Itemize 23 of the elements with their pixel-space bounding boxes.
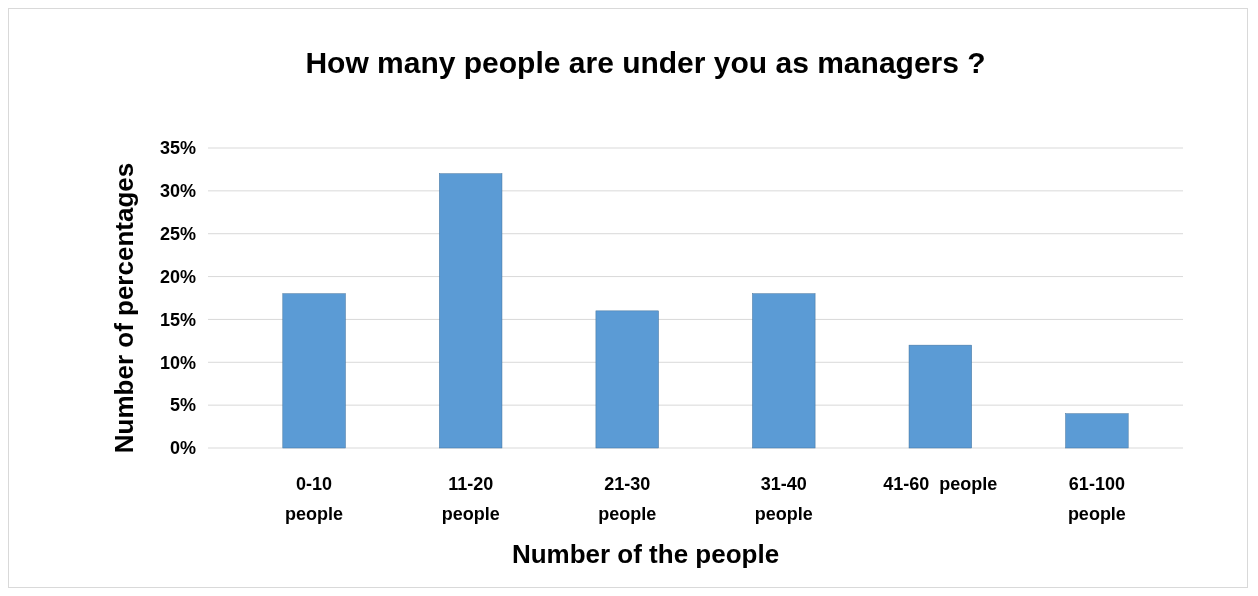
x-axis-title: Number of the people xyxy=(511,539,780,569)
bar xyxy=(282,293,346,449)
y-tick-label: 35% xyxy=(159,138,196,159)
bar xyxy=(595,310,659,449)
bar xyxy=(752,293,816,449)
x-tick-label: 11-20 people xyxy=(441,474,500,524)
y-tick-label: 0% xyxy=(169,438,196,459)
bar xyxy=(1065,413,1129,449)
x-tick-label: 31-40 people xyxy=(754,474,813,524)
y-tick-label: 30% xyxy=(159,181,196,202)
y-tick-label: 20% xyxy=(159,266,196,287)
x-tick-label: 0-10 people xyxy=(285,474,344,524)
bar xyxy=(908,344,972,449)
bar xyxy=(439,173,503,449)
y-tick-label: 10% xyxy=(159,352,196,373)
chart-title: How many people are under you as managers ? xyxy=(305,46,986,79)
y-tick-label: 5% xyxy=(169,395,196,416)
x-tick-label: 21-30 people xyxy=(598,474,657,524)
y-tick-label: 15% xyxy=(159,309,196,330)
x-tick-label: 41-60 people xyxy=(883,474,998,494)
x-tick-label: 61-100 people xyxy=(1067,474,1126,524)
y-axis-title: Number of percentages xyxy=(109,162,139,454)
y-tick-label: 25% xyxy=(159,224,196,245)
